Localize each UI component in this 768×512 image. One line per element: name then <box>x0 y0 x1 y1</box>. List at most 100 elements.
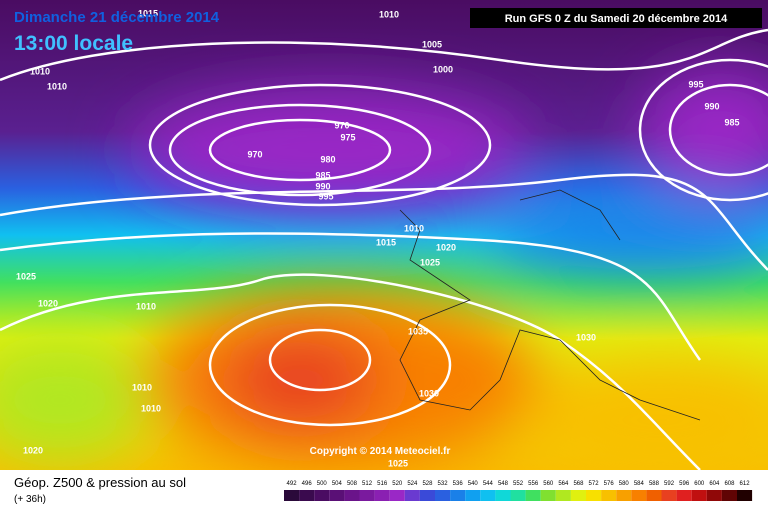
isobar-label: 1025 <box>16 271 36 281</box>
isobar-label: 990 <box>315 181 330 191</box>
scale-label: 496 <box>302 481 313 487</box>
scale-label: 572 <box>589 481 600 487</box>
scale-cell <box>465 490 481 501</box>
scale-label: 520 <box>392 481 403 487</box>
isobar-label: 1030 <box>419 388 439 398</box>
scale-cell <box>525 490 541 501</box>
scale-cell <box>299 490 315 501</box>
isobar-label: 1015 <box>138 8 158 18</box>
scale-cell <box>706 490 722 501</box>
scale-cell <box>450 490 466 501</box>
scale-label: 548 <box>498 481 509 487</box>
scale-label: 604 <box>709 481 720 487</box>
scale-cell <box>419 490 435 501</box>
scale-label: 512 <box>362 481 373 487</box>
scale-cell <box>284 490 300 501</box>
scale-cell <box>555 490 571 501</box>
scale-label: 588 <box>649 481 660 487</box>
scale-label: 584 <box>634 481 645 487</box>
isobar-label: 975 <box>340 132 355 142</box>
run-info: Run GFS 0 Z du Samedi 20 décembre 2014 <box>505 13 728 25</box>
isobar-label: 985 <box>315 170 330 180</box>
scale-cell <box>374 490 390 501</box>
scale-cell <box>737 490 753 501</box>
isobar-label: 1010 <box>136 301 156 311</box>
scale-label: 544 <box>483 481 494 487</box>
isobar-label: 985 <box>724 117 739 127</box>
scale-label: 608 <box>724 481 735 487</box>
scale-cell <box>404 490 420 501</box>
scale-cell <box>676 490 692 501</box>
scale-label: 556 <box>528 481 539 487</box>
scale-label: 600 <box>694 481 705 487</box>
scale-cell <box>646 490 662 501</box>
isobar-label: 1020 <box>23 445 43 455</box>
scale-cell <box>359 490 375 501</box>
coastlines <box>399 189 701 421</box>
scale-label: 560 <box>543 481 554 487</box>
isobar-label: 970 <box>334 120 349 130</box>
scale-cell <box>631 490 647 501</box>
copyright: Copyright © 2014 Meteociel.fr <box>310 446 451 457</box>
isobar-label: 1010 <box>141 403 161 413</box>
scale-label: 576 <box>604 481 615 487</box>
isobar-label: 995 <box>688 79 703 89</box>
scale-label: 536 <box>453 481 464 487</box>
run-box <box>470 8 762 28</box>
isobar-label: 1015 <box>376 237 396 247</box>
scale-label: 580 <box>619 481 630 487</box>
time: 13:00 locale <box>14 32 133 55</box>
isobar-label: 1010 <box>404 223 424 233</box>
date: Dimanche 21 décembre 2014 <box>14 9 220 26</box>
scale-label: 552 <box>513 481 524 487</box>
scale-label: 592 <box>664 481 675 487</box>
scale-label: 492 <box>287 481 298 487</box>
scale-label: 596 <box>679 481 690 487</box>
scale-cell <box>661 490 677 501</box>
scale-cell <box>510 490 526 501</box>
scale-cell <box>480 490 496 501</box>
isobar-label: 1010 <box>47 81 67 91</box>
scale-cell <box>495 490 511 501</box>
isobar-label: 1005 <box>422 39 442 49</box>
isobar-label: 1010 <box>379 9 399 19</box>
scale-label: 504 <box>332 481 343 487</box>
scale-label: 528 <box>422 481 433 487</box>
isobar-label: 1035 <box>408 326 428 336</box>
scale-cell <box>389 490 405 501</box>
footer-title: Géop. Z500 & pression au sol <box>14 475 186 490</box>
isobar-label: 1010 <box>132 382 152 392</box>
scale-label: 500 <box>317 481 328 487</box>
field-blobs <box>0 70 768 480</box>
isobar-label: 980 <box>320 154 335 164</box>
scale-cell <box>721 490 737 501</box>
scale-cell <box>435 490 451 501</box>
scale-cell <box>314 490 330 501</box>
scale-label: 540 <box>468 481 479 487</box>
scale-label: 532 <box>438 481 449 487</box>
isobar-label: 970 <box>247 149 262 159</box>
scale-label: 612 <box>740 481 751 487</box>
scale-label: 508 <box>347 481 358 487</box>
isobar-label: 1025 <box>420 257 440 267</box>
color-scale: 492 496 500 504 508 512 516 520 524 528 532 536 540 5… <box>284 481 753 501</box>
isobar-label: 995 <box>318 191 333 201</box>
isobar-label: 1000 <box>433 64 453 74</box>
scale-cell <box>616 490 632 501</box>
scale-cell <box>540 490 556 501</box>
isobar-label: 1025 <box>388 458 408 468</box>
isobar-label: 1030 <box>576 332 596 342</box>
scale-cell <box>601 490 617 501</box>
scale-label: 568 <box>573 481 584 487</box>
scale-cell <box>570 490 586 501</box>
scale-cell <box>586 490 602 501</box>
scale-label: 516 <box>377 481 388 487</box>
scale-label: 564 <box>558 481 569 487</box>
scale-cell <box>329 490 345 501</box>
isobar-label: 1020 <box>38 298 58 308</box>
scale-label: 524 <box>407 481 418 487</box>
isobars <box>0 28 768 471</box>
isobar-label: 990 <box>704 101 719 111</box>
